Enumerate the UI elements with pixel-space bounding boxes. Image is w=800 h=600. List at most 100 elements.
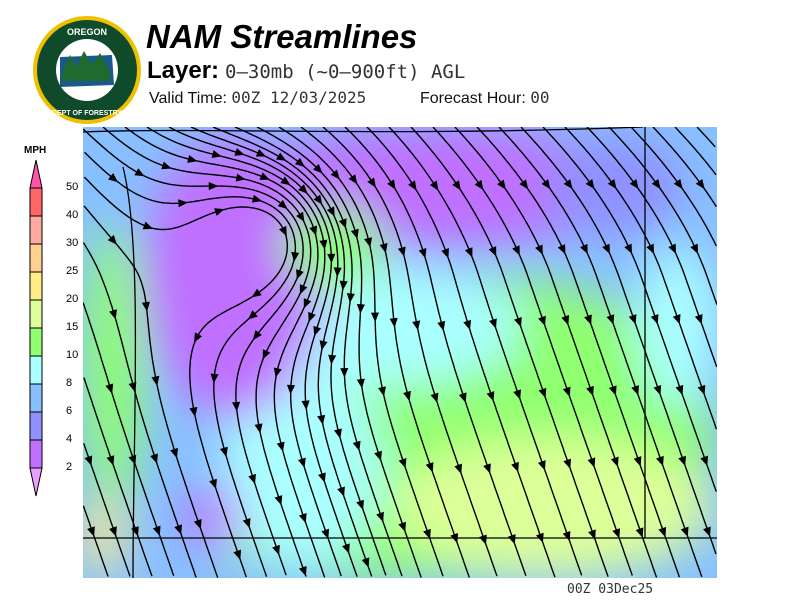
streamline-arrow	[187, 154, 198, 163]
streamline	[83, 242, 197, 578]
wind-speed-region	[393, 437, 713, 577]
streamline-arrow	[403, 390, 411, 402]
streamline-arrow	[675, 384, 684, 396]
streamline	[432, 127, 633, 576]
colorbar-segment-40-50	[29, 187, 43, 217]
streamline-arrow	[319, 340, 328, 351]
streamline-arrow	[695, 179, 705, 190]
streamline-arrow	[628, 314, 637, 325]
streamline-arrow	[585, 179, 595, 190]
streamline-arrow	[697, 384, 706, 396]
streamline-arrow	[161, 161, 172, 170]
streamline-arrow	[367, 177, 376, 188]
streamline-arrow	[408, 180, 417, 191]
streamline	[256, 127, 422, 578]
streamline-arrow	[150, 453, 158, 464]
streamline-map	[83, 127, 717, 578]
streamline-arrow	[535, 244, 543, 255]
streamline-arrow	[356, 378, 365, 389]
streamline-arrow	[107, 234, 117, 245]
streamline-arrow	[131, 526, 139, 537]
colorbar-segment-2-4	[29, 439, 43, 469]
streamline	[168, 127, 358, 577]
forecast-hour-label: Forecast Hour:	[420, 90, 526, 107]
streamline-arrow	[537, 460, 546, 471]
streamline-arrow	[562, 386, 571, 397]
state-border	[83, 127, 644, 133]
streamline-arrow	[277, 199, 288, 210]
forecast-hour: Forecast Hour: 00	[420, 88, 550, 108]
streamline-arrow	[376, 511, 384, 523]
streamline-arrow	[301, 400, 310, 411]
legend-tick: 6	[66, 405, 73, 417]
legend-tick: 20	[66, 293, 79, 305]
streamline-arrow	[690, 243, 699, 254]
streamline-arrow	[297, 457, 306, 468]
streamline-arrow	[296, 211, 305, 222]
svg-text:OREGON: OREGON	[67, 27, 107, 37]
streamline-arrow	[607, 179, 617, 190]
streamline-arrow	[430, 392, 439, 403]
streamline	[674, 127, 717, 176]
streamline-arrow	[242, 518, 251, 529]
streamline-arrow	[479, 534, 487, 545]
streamline-arrow	[252, 330, 262, 341]
valid-time: Valid Time: 00Z 12/03/2025	[149, 88, 366, 108]
streamline-arrow	[254, 423, 263, 434]
streamline-arrow	[700, 455, 709, 466]
legend-units: MPH	[24, 145, 47, 156]
streamline-arrow	[646, 243, 655, 254]
streamline-arrow	[563, 179, 573, 190]
streamline	[498, 127, 703, 578]
streamline-arrow	[210, 373, 219, 384]
streamline-arrow	[651, 179, 661, 190]
streamline-arrow	[294, 157, 305, 167]
streamline-arrow	[374, 450, 382, 462]
streamline-arrow	[330, 169, 340, 180]
streamline-arrow	[378, 386, 386, 397]
streamline-arrow	[255, 149, 267, 157]
streamline	[234, 127, 403, 577]
streamline-arrow	[425, 462, 434, 473]
streamline-arrow	[561, 315, 570, 326]
chart-title: NAM Streamlines	[146, 18, 418, 55]
streamline	[564, 127, 717, 430]
streamline-arrow	[338, 218, 347, 229]
streamline-arrow	[429, 180, 439, 191]
streamline-arrow	[272, 544, 280, 556]
streamline-arrow	[317, 414, 326, 425]
streamline	[454, 127, 658, 578]
streamline-arrow	[219, 446, 228, 458]
streamline-arrow	[313, 325, 322, 337]
streamline	[300, 127, 470, 578]
streamline	[83, 377, 153, 577]
streamline-arrow	[128, 381, 137, 393]
streamline-arrow	[398, 457, 407, 469]
layer-info: Layer: 0–30mb (~0–900ft) AGL	[147, 57, 465, 85]
wind-speed-region	[637, 247, 717, 407]
streamline-arrow	[629, 179, 639, 190]
streamline-arrow	[232, 401, 241, 412]
streamline	[344, 127, 527, 577]
colorbar-segment-15-20	[29, 299, 43, 329]
streamline-arrow	[486, 391, 495, 402]
streamline-arrow	[379, 243, 388, 254]
colorbar-over-arrow	[29, 159, 43, 189]
streamline-arrow	[474, 179, 484, 191]
streamline-arrow	[298, 184, 308, 194]
streamline	[124, 127, 326, 578]
streamline-arrow	[606, 314, 615, 325]
streamline-arrow	[337, 486, 345, 497]
streamline-arrow	[562, 530, 571, 542]
streamline-arrow	[275, 152, 287, 161]
streamline-arrow	[464, 247, 473, 258]
legend-tick: 2	[66, 461, 73, 473]
streamline-arrow	[602, 243, 610, 255]
streamline-arrow	[273, 367, 282, 378]
streamline	[146, 127, 342, 577]
streamline-arrow	[105, 383, 114, 394]
streamline-arrow	[458, 392, 467, 403]
colorbar-under-arrow	[29, 467, 43, 497]
streamline-arrow	[208, 182, 219, 191]
streamline-arrow	[673, 179, 683, 190]
